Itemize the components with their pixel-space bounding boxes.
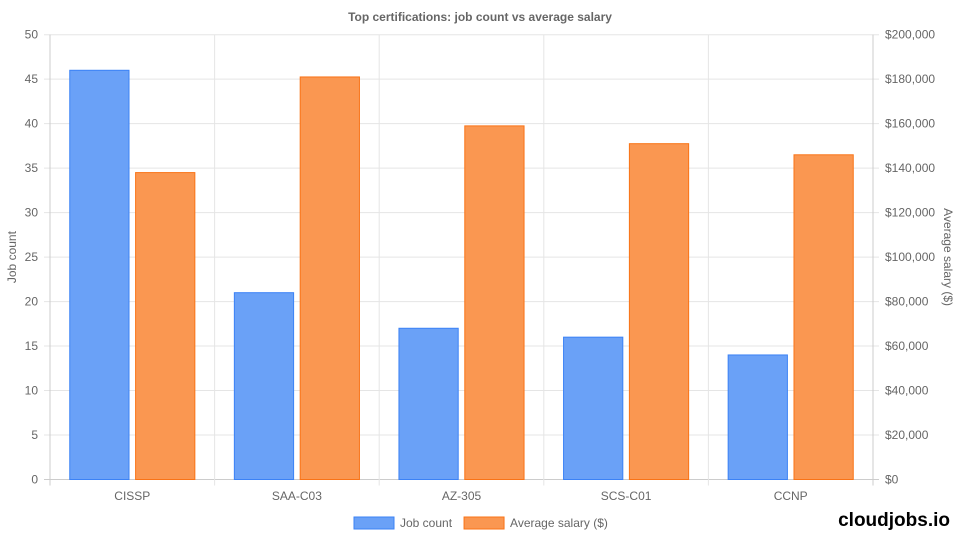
y-tick-label: 20 <box>25 295 39 309</box>
y2-tick-label: $200,000 <box>885 28 935 42</box>
y2-tick-label: $140,000 <box>885 161 935 175</box>
y-tick-label: 35 <box>25 161 39 175</box>
bar-salary <box>135 172 196 480</box>
bar-job-count <box>398 327 459 480</box>
y2-tick-label: $120,000 <box>885 206 935 220</box>
x-tick-label: SAA-C03 <box>272 489 322 503</box>
y-axis-label: Job count <box>5 230 19 283</box>
y2-tick-label: $40,000 <box>885 384 929 398</box>
legend-swatch <box>353 516 395 530</box>
x-tick-label: AZ-305 <box>442 489 482 503</box>
y-tick-label: 0 <box>31 473 38 487</box>
brand-logo: cloudjobs.io <box>838 510 950 531</box>
legend-label: Average salary ($) <box>510 516 608 530</box>
y2-tick-label: $180,000 <box>885 72 935 86</box>
legend-label: Job count <box>400 516 453 530</box>
bar-salary <box>793 154 854 481</box>
y2-tick-label: $80,000 <box>885 295 929 309</box>
legend-swatch <box>463 516 505 530</box>
chart-title: Top certifications: job count vs average… <box>348 10 612 24</box>
bar-job-count <box>233 292 295 480</box>
bar-job-count <box>69 69 130 480</box>
bar-job-count <box>563 336 624 480</box>
y-tick-label: 5 <box>31 428 38 442</box>
y2-tick-label: $100,000 <box>885 250 935 264</box>
x-tick-label: CISSP <box>114 489 150 503</box>
y-tick-label: 10 <box>25 384 39 398</box>
y-tick-label: 40 <box>25 117 39 131</box>
y2-tick-label: $60,000 <box>885 339 929 353</box>
x-tick-label: CCNP <box>774 489 808 503</box>
y-tick-label: 50 <box>25 28 39 42</box>
y-tick-label: 15 <box>25 339 39 353</box>
y2-tick-label: $0 <box>885 473 899 487</box>
bar-salary <box>464 125 525 480</box>
bar-salary <box>628 143 690 480</box>
bar-salary <box>299 76 360 481</box>
y-tick-label: 25 <box>25 250 39 264</box>
y-tick-label: 30 <box>25 206 39 220</box>
bar-job-count <box>727 354 788 480</box>
y-tick-label: 45 <box>25 72 39 86</box>
y2-tick-label: $160,000 <box>885 117 935 131</box>
y2-tick-label: $20,000 <box>885 428 929 442</box>
x-tick-label: SCS-C01 <box>601 489 652 503</box>
y2-axis-label: Average salary ($) <box>941 208 955 306</box>
